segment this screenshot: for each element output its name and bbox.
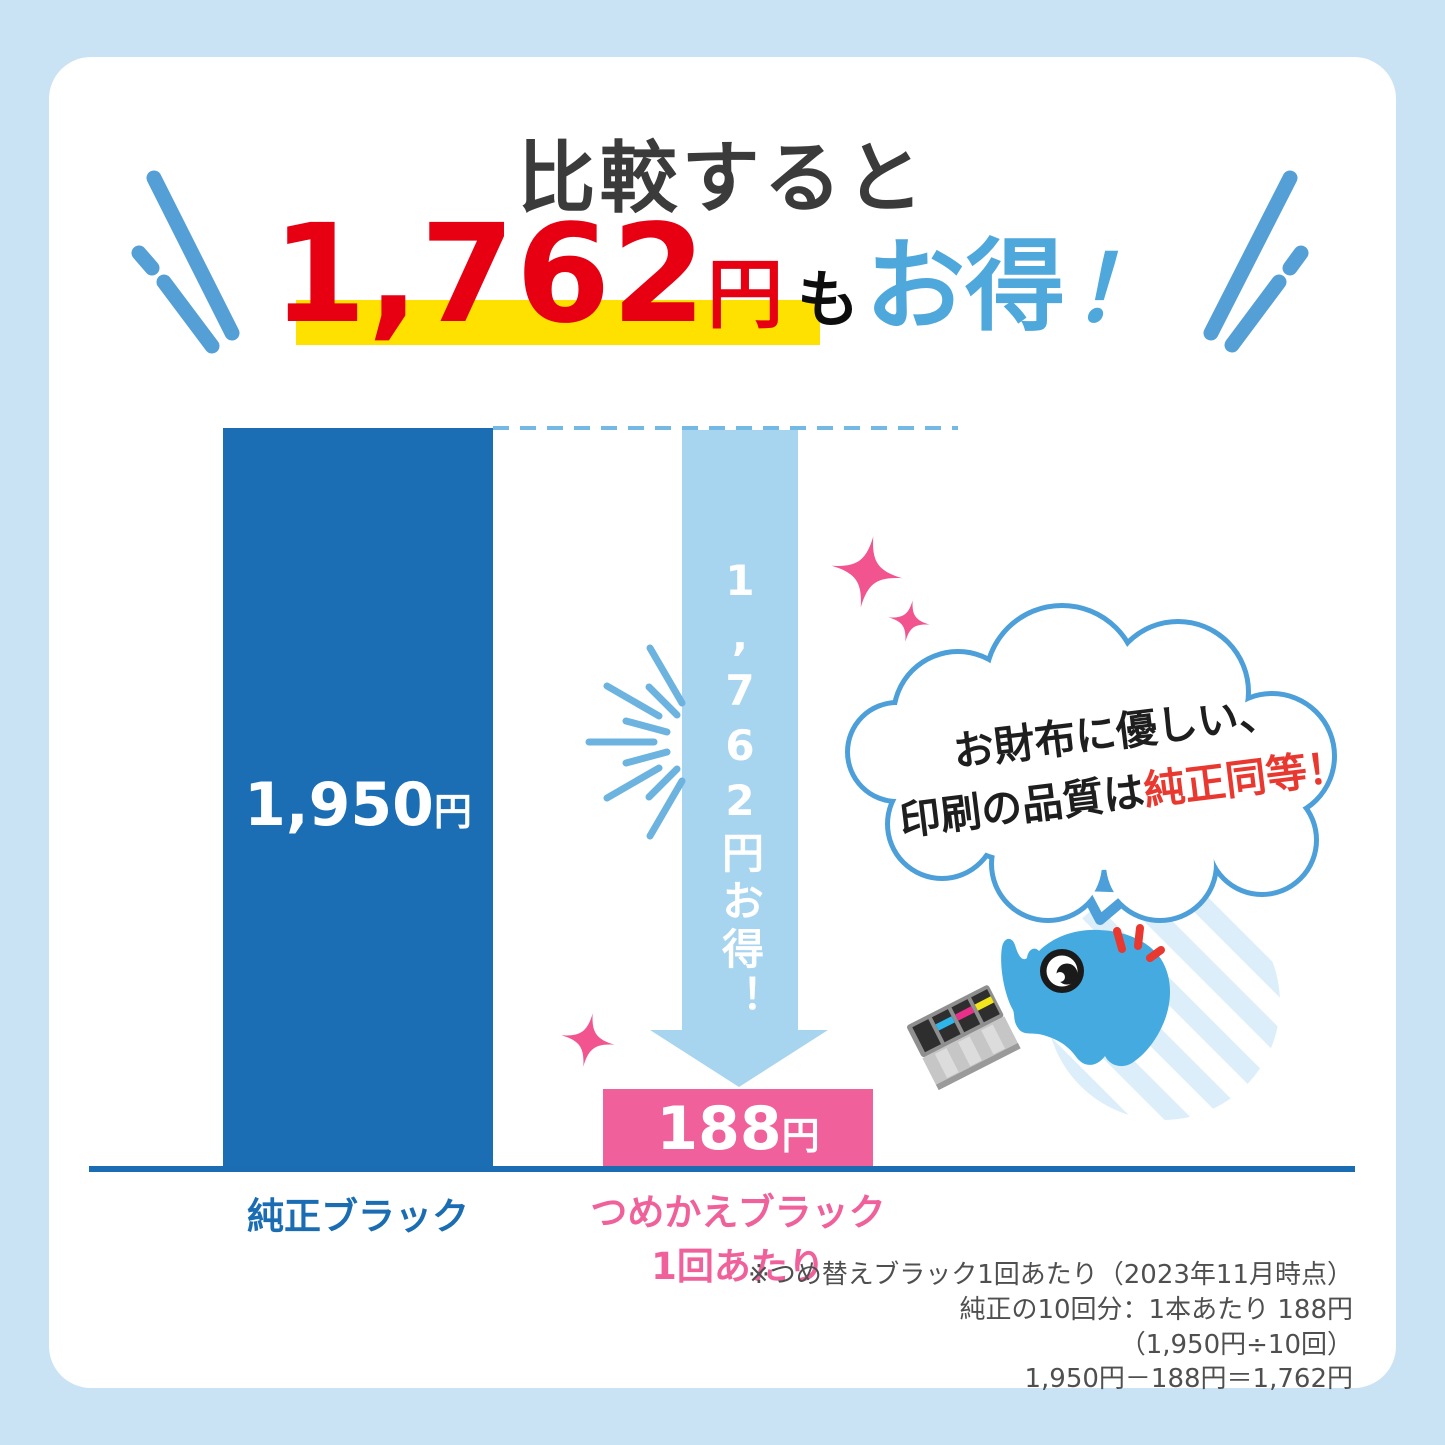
category-label-refill-line1: つめかえブラック [590,1191,886,1234]
bar-refill-value-number: 188 [656,1093,782,1164]
footnote-line2: 純正の10回分：1本あたり 188円 [959,1294,1353,1325]
footnote-line3: （1,950円÷10回） [1119,1329,1353,1360]
yellow-highlight-underline [296,300,820,345]
arrow-savings-label: 1,762円お得！ [715,556,765,1023]
page-title: 比較すると [517,134,928,224]
headline-unit: 円 [707,250,784,339]
category-label-refill: つめかえブラック 1回あたり [553,1186,923,1293]
footnote-line1: ※つめ替えブラック1回あたり（2023年11月時点） [747,1260,1353,1290]
footnote-line4: 1,950円－188円＝1,762円 [1024,1364,1354,1395]
baseline-axis [89,1166,1355,1172]
headline-exclamation: ！ [1065,236,1185,343]
headline-deal: お得 [865,228,1066,345]
bar-genuine-value-number: 1,950 [244,770,434,840]
bar-refill-value-unit: 円 [781,1113,820,1158]
bar-genuine-value: 1,950円 [223,770,493,840]
headline-amount: 1,762 [271,196,708,354]
bar-genuine-value-unit: 円 [433,790,472,834]
category-label-genuine: 純正ブラック [247,1195,469,1238]
bar-genuine-black: 1,950円 [223,428,493,1168]
footnotes: ※つめ替えブラック1回あたり（2023年11月時点） 純正の10回分：1本あたり… [748,1258,1353,1397]
headline-particle: も [797,263,860,336]
bar-refill-value: 188円 [603,1094,873,1164]
headline-savings: 1,762円 もお得！ [0,196,1445,354]
bar-refill-black: 188円 [603,1089,873,1168]
striped-circle-decoration [1046,886,1280,1120]
category-label-refill-line2: 1回あたり [651,1244,825,1288]
